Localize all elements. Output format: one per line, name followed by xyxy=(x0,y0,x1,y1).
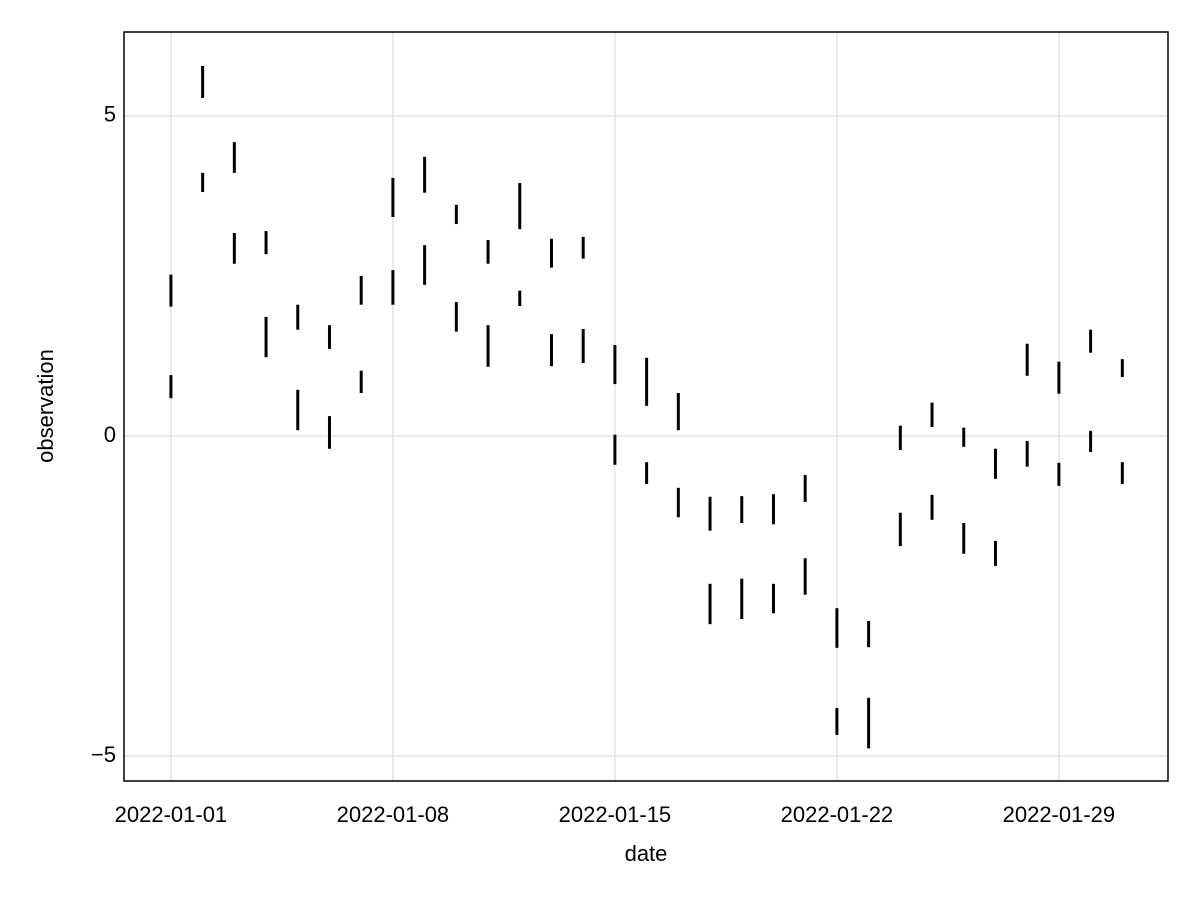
x-tick-label: 2022-01-15 xyxy=(559,802,672,827)
x-tick-label: 2022-01-29 xyxy=(1003,802,1116,827)
x-tick-label: 2022-01-01 xyxy=(115,802,228,827)
y-tick-label: −5 xyxy=(91,742,116,767)
y-axis-label: observation xyxy=(33,349,58,463)
y-tick-label: 0 xyxy=(104,422,116,447)
x-tick-label: 2022-01-22 xyxy=(781,802,894,827)
plot-frame xyxy=(123,31,1169,782)
y-tick-label: 5 xyxy=(104,102,116,127)
x-tick-label: 2022-01-08 xyxy=(337,802,450,827)
x-axis-label: date xyxy=(625,841,668,866)
